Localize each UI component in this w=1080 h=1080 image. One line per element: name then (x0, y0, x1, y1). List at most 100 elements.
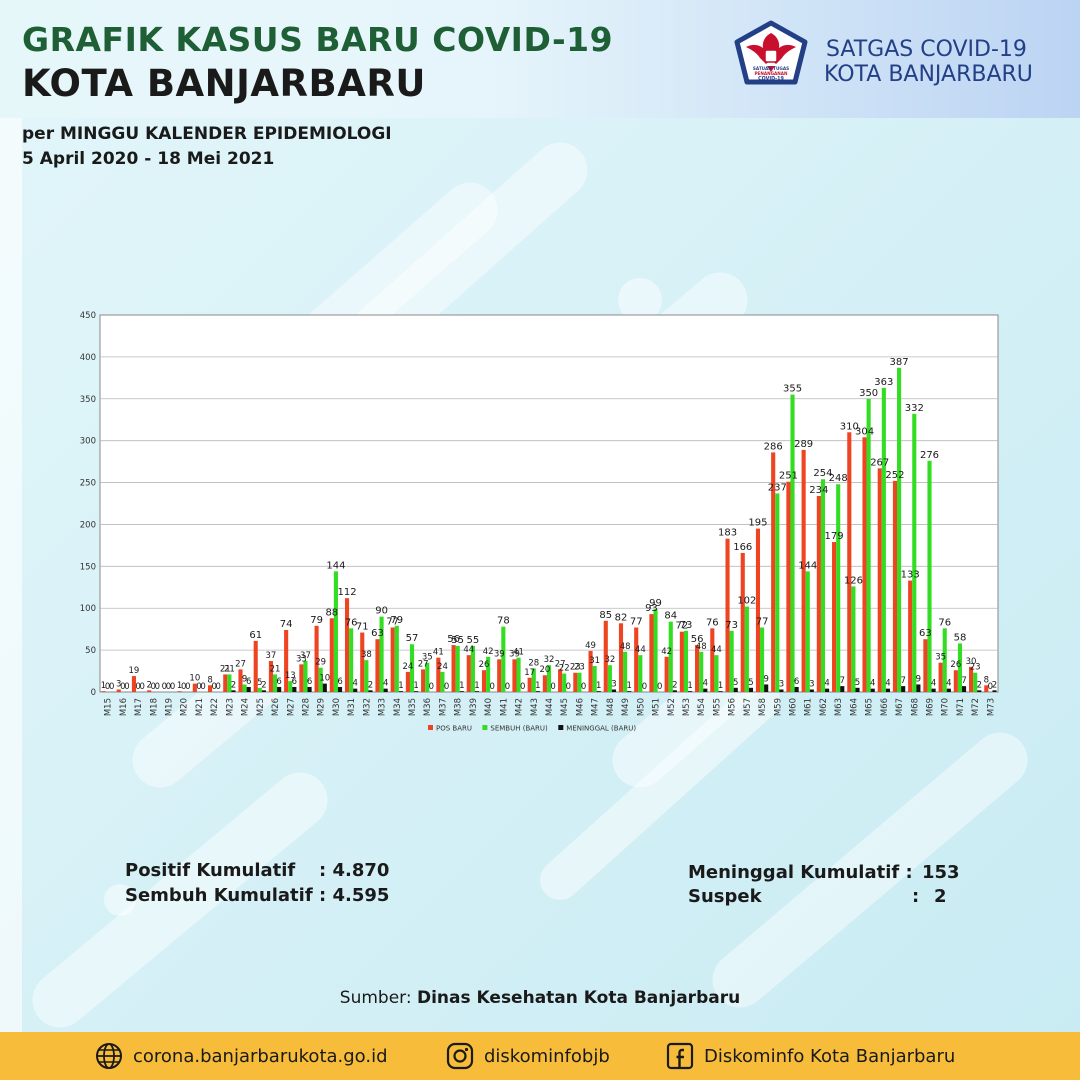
bar (246, 686, 251, 692)
bar (618, 623, 624, 692)
bar (451, 645, 456, 692)
data-label: 4 (885, 679, 890, 689)
data-label: 77 (386, 616, 399, 627)
source-name: Dinas Kesehatan Kota Banjarbaru (416, 988, 741, 1008)
data-label: 183 (718, 528, 737, 539)
data-label: 78 (497, 616, 510, 627)
bar (390, 627, 395, 692)
bar (577, 672, 582, 692)
data-label: 85 (599, 610, 612, 621)
bar (748, 687, 754, 692)
bar (277, 686, 282, 692)
data-label: 58 (954, 632, 967, 643)
data-label: 35 (935, 653, 946, 663)
data-label: 3 (611, 679, 616, 689)
data-label: 24 (437, 662, 448, 672)
data-label: 1 (177, 681, 182, 691)
bar (238, 669, 243, 692)
legend-swatch (558, 725, 564, 730)
bar (877, 468, 882, 692)
bar (318, 667, 323, 692)
x-tick-label: M27 (286, 698, 296, 716)
bar (820, 479, 826, 692)
data-label: 1 (398, 681, 403, 691)
bar (375, 639, 380, 692)
stat-positif-value: : 4.870 (319, 860, 390, 881)
x-tick-label: M44 (545, 698, 555, 716)
bar (284, 630, 289, 692)
bar (303, 661, 308, 692)
data-label: 6 (292, 677, 297, 687)
data-label: 90 (375, 606, 388, 617)
x-tick-label: M60 (789, 698, 799, 716)
x-tick-label: M16 (119, 698, 129, 716)
bar (809, 689, 814, 692)
bar (360, 632, 365, 692)
bar (592, 666, 597, 692)
x-tick-label: M57 (743, 698, 753, 716)
footer-facebook-text: Diskominfo Kota Banjarbaru (704, 1045, 956, 1067)
bar (535, 691, 540, 692)
x-tick-label: M53 (682, 698, 692, 716)
data-label: 57 (406, 633, 419, 644)
data-label: 9 (916, 674, 921, 684)
bar (588, 650, 593, 692)
y-tick-label: 50 (85, 646, 96, 656)
bar (116, 689, 121, 692)
data-label: 49 (585, 641, 596, 651)
bar (897, 367, 902, 692)
data-label: 1 (101, 681, 106, 691)
data-label: 72 (676, 621, 689, 632)
data-label: 276 (920, 450, 939, 461)
x-tick-label: M32 (362, 698, 372, 716)
x-tick-label: M56 (728, 698, 738, 716)
bar (383, 688, 388, 692)
x-tick-label: M54 (697, 698, 707, 716)
data-label: 304 (855, 426, 874, 437)
bar (364, 660, 369, 692)
satgas-logo: SATUAN TUGAS PENANGANAN COVID-19 (734, 20, 808, 85)
bar (836, 484, 841, 692)
logo-text-line2: PENANGANAN (754, 71, 788, 76)
bar (527, 677, 532, 692)
bar (638, 655, 643, 692)
data-label: 32 (604, 655, 615, 665)
data-label: 76 (345, 617, 358, 628)
x-tick-label: M59 (773, 698, 783, 716)
bar (683, 630, 689, 692)
data-label: 73 (725, 620, 738, 631)
bar (147, 690, 152, 692)
footer-facebook[interactable]: Diskominfo Kota Banjarbaru (666, 1042, 955, 1070)
data-label: 71 (356, 622, 369, 633)
data-label: 56 (447, 634, 460, 645)
bar (885, 688, 891, 692)
bar (542, 675, 547, 692)
bar (405, 671, 410, 692)
logo-text-line1: SATUAN TUGAS (753, 66, 789, 71)
bar (962, 686, 967, 692)
bar (892, 480, 898, 692)
data-label: 4 (931, 679, 936, 689)
data-label: 195 (748, 518, 767, 529)
bar (603, 620, 608, 692)
bar (421, 669, 426, 692)
bar (992, 690, 997, 692)
footer-instagram[interactable]: diskominfobjb (446, 1042, 610, 1070)
stat-sembuh-value: : 4.595 (319, 885, 390, 906)
bar (177, 691, 182, 692)
data-label: 2 (368, 680, 373, 690)
data-label: 289 (794, 439, 813, 450)
bar (231, 690, 236, 692)
x-tick-label: M70 (941, 698, 951, 716)
bar (497, 659, 502, 692)
x-tick-label: M49 (621, 698, 631, 716)
bar (801, 449, 806, 692)
bar (425, 662, 430, 692)
data-label: 387 (890, 357, 909, 368)
x-tick-label: M26 (271, 698, 281, 716)
chart-subtitle-line1: per MINGGU KALENDER EPIDEMIOLOGI (22, 124, 392, 144)
data-label: 4 (703, 679, 708, 689)
data-label: 5 (748, 678, 753, 688)
footer-website[interactable]: corona.banjarbarukota.go.id (95, 1042, 388, 1070)
data-label: 76 (706, 617, 719, 628)
